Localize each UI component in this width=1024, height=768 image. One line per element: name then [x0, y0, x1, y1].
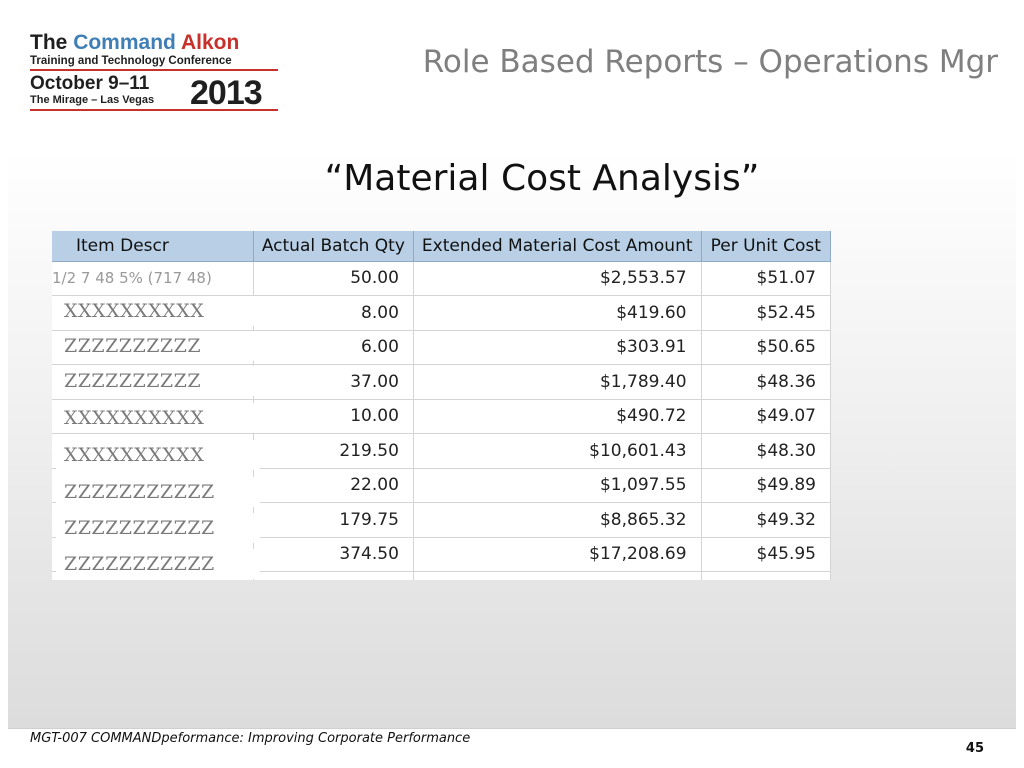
header-extended-material-cost[interactable]: Extended Material Cost Amount [413, 231, 702, 262]
redaction-label: ZZZZZZZZZZZ [56, 513, 260, 543]
cell-extended-cost: $303.91 [413, 330, 702, 365]
redaction-label: XXXXXXXXXX [56, 440, 260, 470]
logo-dates: October 9–11 [30, 73, 150, 94]
cell-per-unit-cost: $45.95 [701, 537, 831, 572]
header-item-descr[interactable]: Item Descr [52, 231, 254, 262]
cell-actual-batch-qty: 8.00 [253, 295, 414, 331]
cell-extended-cost: $490.72 [413, 399, 702, 434]
report-title: “Material Cost Analysis” [324, 158, 760, 199]
page-number: 45 [965, 741, 984, 756]
logo-venue: The Mirage – Las Vegas [30, 94, 155, 106]
cell-per-unit-cost: $49.32 [701, 502, 831, 538]
cell-extended-cost: $419.60 [413, 295, 702, 331]
cell-extended-cost: $1,789.40 [413, 364, 702, 400]
cell-actual-batch-qty: 219.50 [253, 433, 414, 469]
cell-per-unit-cost: $49.07 [701, 399, 831, 434]
logo-rule-top [30, 69, 278, 71]
slide-title: Role Based Reports – Operations Mgr [422, 44, 998, 80]
logo-alkon: Alkon [180, 31, 240, 54]
cell-actual-batch-qty: 10.00 [253, 399, 414, 434]
cell-per-unit-cost: $49.89 [701, 468, 831, 503]
cell-per-unit-cost: $52.45 [701, 295, 831, 331]
redaction-label: ZZZZZZZZZZZ [56, 477, 260, 507]
cell-actual-batch-qty: 6.00 [253, 330, 414, 365]
redaction-label: XXXXXXXXXX [56, 403, 260, 433]
logo-the: The [30, 31, 68, 54]
redaction-label: ZZZZZZZZZZ [56, 366, 260, 396]
footer-divider [8, 728, 1016, 729]
header-actual-batch-qty[interactable]: Actual Batch Qty [253, 231, 414, 262]
conference-logo: The Command Alkon Training and Technolog… [30, 32, 280, 112]
cell-actual-batch-qty: 179.75 [253, 502, 414, 538]
cell-extended-cost: $10,601.43 [413, 433, 702, 469]
cell-extended-cost: $8,865.32 [413, 502, 702, 538]
cell-per-unit-cost: $50.00 [701, 571, 831, 580]
cell-actual-batch-qty: 22.00 [253, 468, 414, 503]
logo-year: 2013 [190, 74, 263, 112]
logo-brand-line: The Command Alkon [30, 32, 280, 54]
redaction-label: ZZZZZZZZZZZ [56, 549, 260, 579]
cell-per-unit-cost: $51.07 [701, 261, 831, 296]
table-row: 1/2 7 48 5% (717 48) 50.00 $2,553.57 $51… [52, 261, 831, 296]
cell-per-unit-cost: $48.30 [701, 433, 831, 469]
cell-extended-cost: $2,553.57 [413, 261, 702, 296]
redaction-label: ZZZZZZZZZZ [56, 331, 260, 361]
cell-actual-batch-qty: 37.00 [253, 364, 414, 400]
redaction-label: XXXXXXXXXX [56, 296, 260, 326]
logo-command: Command [73, 31, 176, 54]
cell-extended-cost: $17,208.69 [413, 537, 702, 572]
logo-rule-bottom [30, 109, 278, 111]
footer-text: MGT-007 COMMANDpeformance: Improving Cor… [30, 731, 471, 746]
cell-extended-cost: $1,097.55 [413, 468, 702, 503]
cell-per-unit-cost: $50.65 [701, 330, 831, 365]
cell-actual-batch-qty: 10.50 [253, 571, 414, 580]
cell-actual-batch-qty: 374.50 [253, 537, 414, 572]
cell-item-descr: 1/2 7 48 5% (717 48) [52, 261, 254, 296]
header-per-unit-cost[interactable]: Per Unit Cost [701, 231, 831, 262]
table-header-row: Item Descr Actual Batch Qty Extended Mat… [52, 231, 831, 262]
cell-per-unit-cost: $48.36 [701, 364, 831, 400]
logo-conference-name: Training and Technology Conference [30, 55, 232, 67]
cell-actual-batch-qty: 50.00 [253, 261, 414, 296]
cell-extended-cost: $530.00 [413, 571, 702, 580]
